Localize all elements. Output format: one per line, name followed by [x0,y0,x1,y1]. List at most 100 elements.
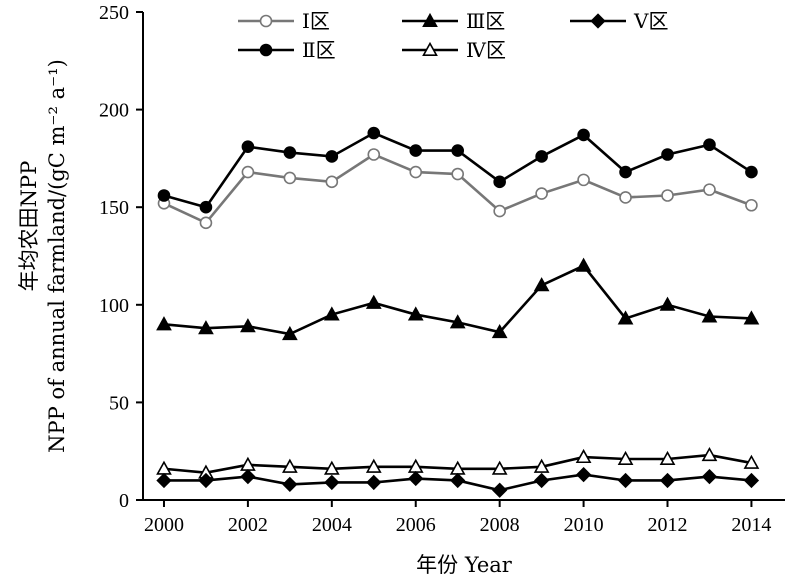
data-point [407,306,424,321]
data-point [198,320,214,335]
data-point [617,450,634,466]
data-point [199,200,213,214]
data-point [409,165,423,179]
data-point [743,310,760,325]
x-tick-label: 2004 [312,514,352,536]
data-point [619,191,632,204]
data-point [661,148,674,161]
data-point [282,458,298,473]
y-tick-label: 0 [119,490,129,512]
data-point [366,474,382,491]
data-point [701,468,718,485]
y-tick-label: 100 [99,295,129,317]
data-point [450,472,466,489]
series-line [163,153,752,225]
y-tick-label: 150 [99,197,129,219]
data-point [619,165,632,179]
data-point [282,476,298,493]
data-point [701,446,718,462]
data-point [533,472,550,489]
data-point [240,468,256,485]
data-point [408,470,424,487]
x-axis-title: 年份 Year [416,553,513,577]
data-point [491,323,508,339]
series-3 [156,257,760,341]
data-point [491,460,508,475]
data-point [492,482,508,498]
legend-marker [422,12,438,28]
x-tick-label: 2014 [731,514,771,536]
data-point [157,189,171,202]
series-4 [156,446,760,479]
data-point [365,458,382,473]
data-point [533,458,550,473]
legend-label: Ⅴ区 [633,9,668,33]
series-1 [157,148,758,230]
data-point [743,472,760,489]
data-point [156,316,172,331]
data-point [365,294,382,309]
x-tick-label: 2002 [228,514,268,536]
x-tick-label: 2008 [480,514,520,536]
legend-marker [259,43,273,57]
legend-marker [590,13,606,29]
y-tick-label: 250 [99,2,129,24]
tick-labels: 0 50 100 150 200 250 2000 2002 2004 2006 2008 2010 2… [99,2,771,536]
data-point [156,472,172,489]
data-point [451,167,465,181]
legend-entry: Ⅴ区 [570,9,668,33]
data-point [283,171,297,185]
data-point [325,175,339,189]
data-point [743,454,760,469]
x-tick-label: 2012 [648,514,688,536]
data-point [325,150,339,163]
x-tick-label: 2000 [144,514,184,536]
legend-label: Ⅲ区 [466,9,505,33]
data-point [283,146,297,159]
axes [136,11,785,507]
data-point [575,257,592,272]
data-point [533,277,550,292]
legend-entry: Ⅱ区 [238,38,336,62]
legend-marker [259,14,273,28]
legend-label: Ⅳ区 [466,38,506,62]
data-point [535,187,548,200]
legend-marker [422,41,438,57]
data-point [451,144,465,157]
legend-entry: Ⅲ区 [402,9,505,33]
data-point [535,150,548,163]
data-point [745,198,758,212]
legend-entry: Ⅳ区 [402,38,506,62]
y-axis-title-en: NPP of annual farmland/(gC m⁻² a⁻¹) [45,59,69,453]
data-point [409,144,423,157]
data-point [199,216,213,230]
series-5 [156,466,760,498]
data-point [703,138,716,152]
data-point [659,296,676,311]
data-point [323,460,340,475]
data-point [493,204,506,218]
y-tick-label: 200 [99,100,129,122]
data-point [577,128,590,142]
y-tick-label: 50 [109,392,129,414]
data-point [323,306,340,321]
data-point [367,126,381,140]
data-point [659,472,676,489]
data-point [493,175,506,189]
data-point [241,140,255,153]
data-point [617,472,634,489]
legend-label: Ⅰ区 [302,9,330,33]
series-layer [156,126,760,498]
data-point [575,448,592,464]
data-point [282,325,298,341]
data-point [241,165,255,179]
x-tick-label: 2010 [564,514,604,536]
data-point [745,165,758,179]
data-point [575,466,592,483]
data-point [659,450,676,466]
series-2 [157,126,758,214]
data-point [198,472,214,489]
data-point [449,314,466,329]
data-point [617,310,634,325]
